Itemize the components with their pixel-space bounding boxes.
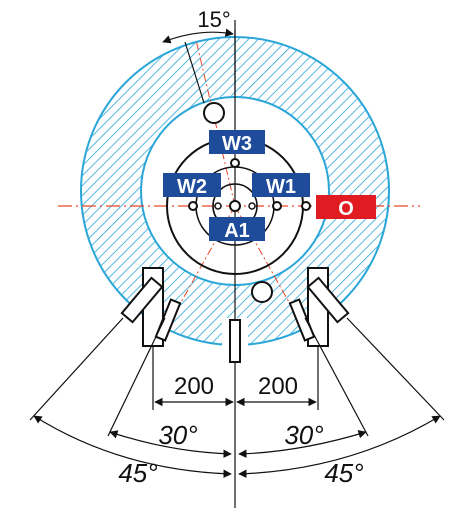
hole-w1 bbox=[272, 201, 282, 211]
right-30-label: 30° bbox=[284, 420, 323, 450]
label-o-bg bbox=[316, 195, 376, 219]
hole-lower bbox=[251, 281, 273, 303]
hole-w3 bbox=[203, 102, 225, 124]
top-angle-label: 15° bbox=[197, 7, 230, 32]
slot-block-center bbox=[229, 319, 241, 363]
right-distance-label: 200 bbox=[258, 373, 298, 400]
center-hole bbox=[229, 200, 241, 212]
top-angle-arc bbox=[162, 28, 234, 44]
left-45-leader bbox=[29, 317, 124, 421]
right-45-arc bbox=[238, 415, 441, 478]
label-o: O bbox=[338, 198, 354, 220]
slot-block-right-inner bbox=[288, 298, 316, 342]
right-30-leader bbox=[304, 317, 369, 437]
label-w2: W2 bbox=[177, 176, 207, 198]
hole-w2 bbox=[188, 201, 198, 211]
label-w2-bg bbox=[163, 173, 221, 197]
hole-top-marker bbox=[230, 158, 240, 168]
slot-block-left-inner bbox=[154, 298, 182, 342]
label-w1-bg bbox=[252, 173, 310, 197]
hole-inner-right bbox=[248, 202, 256, 210]
left-45-arc bbox=[33, 415, 232, 478]
left-30-leader bbox=[107, 317, 166, 437]
label-w3-bg bbox=[209, 130, 265, 154]
label-a1-bg bbox=[209, 217, 265, 241]
label-a1: A1 bbox=[224, 220, 250, 242]
label-w3: W3 bbox=[222, 133, 252, 155]
hole-inner-left bbox=[214, 202, 222, 210]
right-45-leader bbox=[346, 317, 445, 421]
right-45-label: 45° bbox=[324, 458, 363, 488]
left-distance-label: 200 bbox=[174, 373, 214, 400]
top-angle-leader bbox=[184, 41, 205, 104]
label-w1: W1 bbox=[266, 176, 296, 198]
hole-o bbox=[301, 201, 311, 211]
left-45-label: 45° bbox=[118, 458, 157, 488]
slot-block-right-outer bbox=[306, 276, 350, 324]
slot-block-left-outer bbox=[120, 276, 164, 324]
left-30-label: 30° bbox=[158, 420, 197, 450]
